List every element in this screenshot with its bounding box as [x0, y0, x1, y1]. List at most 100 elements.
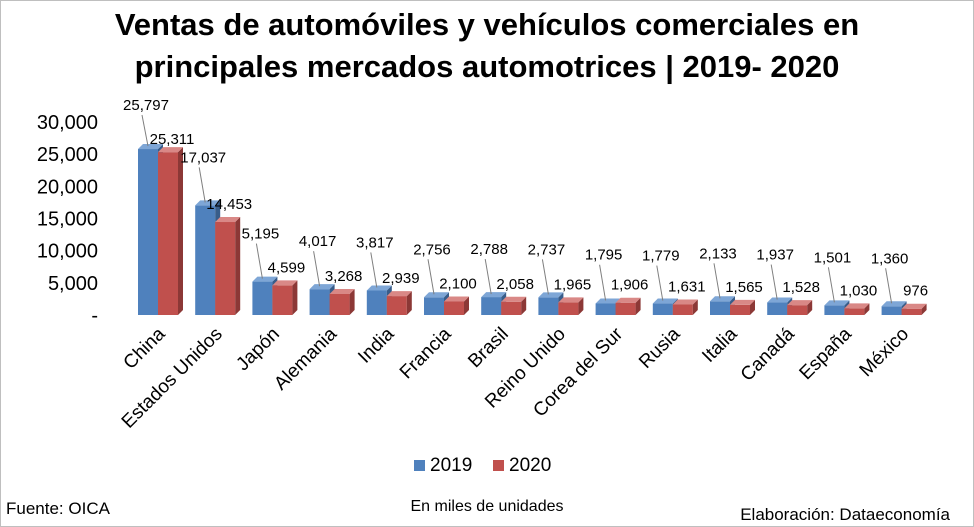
- category-group: [595, 297, 641, 315]
- data-label-2020: 1,528: [782, 279, 820, 296]
- bar-2019: [366, 290, 387, 315]
- bar-2019: [309, 289, 330, 315]
- source-note: Fuente: OICA: [6, 499, 110, 518]
- bar-top-2020: [272, 280, 298, 286]
- bar-side-2020: [864, 303, 870, 315]
- bar-side-2020: [750, 299, 755, 315]
- bar-top-2020: [215, 217, 241, 223]
- data-label-2019: 3,817: [356, 234, 394, 251]
- data-label-2019: 1,501: [814, 249, 852, 266]
- bar-side-2020: [578, 297, 584, 315]
- bar-top-2019: [309, 284, 335, 290]
- bar-2019: [481, 297, 502, 315]
- bar-side-2020: [521, 296, 527, 315]
- bar-top-2020: [844, 303, 870, 309]
- bar-top-2020: [901, 303, 927, 309]
- bar-side-2020: [178, 147, 183, 315]
- bar-top-2019: [652, 298, 678, 304]
- y-tick-label: 25,000: [37, 144, 98, 166]
- bar-series-group: [138, 144, 927, 315]
- bar-top-2020: [615, 297, 641, 303]
- leader-line: [656, 265, 664, 301]
- bar-2019: [252, 281, 273, 315]
- bar-side-2020: [235, 217, 241, 315]
- chart-title-line-2: principales mercados automotrices | 2019…: [134, 49, 840, 84]
- bar-top-2020: [787, 300, 813, 306]
- category-group: [195, 200, 241, 315]
- bar-2020: [730, 304, 750, 315]
- bar-top-2019: [138, 144, 163, 150]
- leader-line: [885, 268, 893, 304]
- leader-line: [484, 258, 492, 295]
- y-tick-label: -: [91, 305, 98, 327]
- bar-2019: [424, 297, 444, 315]
- bar-2019: [881, 306, 902, 315]
- bar-2019: [767, 302, 788, 315]
- bar-top-2019: [195, 200, 221, 206]
- data-label-2019: 2,737: [528, 241, 566, 258]
- bar-top-2020: [672, 299, 698, 305]
- bar-top-2020: [444, 296, 469, 302]
- data-label-2019: 4,017: [299, 233, 337, 250]
- leader-line: [713, 263, 721, 299]
- bar-2020: [386, 296, 407, 315]
- chart-title-line-1: Ventas de automóviles y vehículos comerc…: [114, 7, 860, 42]
- data-label-2019: 1,937: [756, 247, 794, 264]
- data-label-2019: 1,360: [871, 250, 909, 267]
- data-label-2020: 14,453: [206, 196, 252, 213]
- data-label-2019: 2,788: [470, 241, 508, 258]
- bar-top-2019: [252, 276, 278, 282]
- category-group: [138, 144, 183, 315]
- bar-top-2019: [424, 292, 449, 298]
- bar-2019: [710, 301, 730, 315]
- category-group: [881, 301, 927, 315]
- credit-note: Elaboración: Dataeconomía: [740, 505, 950, 524]
- bar-top-2019: [538, 292, 564, 298]
- category-group: [481, 292, 527, 315]
- x-tick-label: Francia: [396, 323, 456, 383]
- data-label-2020: 1,965: [554, 276, 592, 293]
- category-group: [424, 292, 469, 315]
- category-group: [710, 296, 755, 315]
- x-tick-label: Rusia: [635, 323, 685, 373]
- bar-top-2020: [558, 297, 584, 303]
- data-label-2020: 3,268: [325, 268, 363, 285]
- category-group: [767, 297, 813, 315]
- data-label-2019: 2,133: [699, 245, 737, 262]
- bar-2020: [558, 302, 579, 315]
- bar-2020: [215, 222, 236, 315]
- data-label-2020: 4,599: [268, 259, 306, 276]
- bar-top-2020: [730, 299, 755, 305]
- legend-label-2019: 2019: [430, 455, 472, 476]
- legend: 2019 2020: [414, 455, 551, 476]
- bar-side-2020: [349, 288, 355, 315]
- bar-2019: [652, 303, 673, 315]
- data-label-2020: 976: [903, 283, 928, 300]
- category-group: [366, 285, 412, 315]
- bar-2019: [195, 205, 216, 315]
- bar-side-2020: [635, 297, 641, 315]
- y-tick-label: 30,000: [37, 112, 98, 134]
- x-tick-label: India: [354, 323, 398, 367]
- y-tick-label: 5,000: [48, 273, 98, 295]
- bar-side-2020: [921, 303, 927, 315]
- bar-top-2020: [158, 147, 183, 153]
- bar-top-2019: [595, 298, 621, 304]
- x-tick-label: Canadá: [737, 323, 799, 385]
- bar-2020: [901, 308, 922, 315]
- bar-2019: [824, 305, 845, 315]
- category-group: [309, 284, 355, 315]
- data-label-2019: 5,195: [242, 226, 280, 243]
- data-label-2019: 2,756: [413, 241, 451, 258]
- x-tick-label: Brasil: [464, 324, 512, 372]
- bar-top-2019: [481, 292, 507, 298]
- data-label-2019: 17,037: [180, 149, 226, 166]
- bar-2019: [138, 149, 158, 315]
- bar-2020: [272, 285, 293, 315]
- leader-line: [313, 251, 321, 287]
- data-label-2020: 1,030: [840, 282, 878, 299]
- data-label-2019: 25,797: [123, 97, 169, 114]
